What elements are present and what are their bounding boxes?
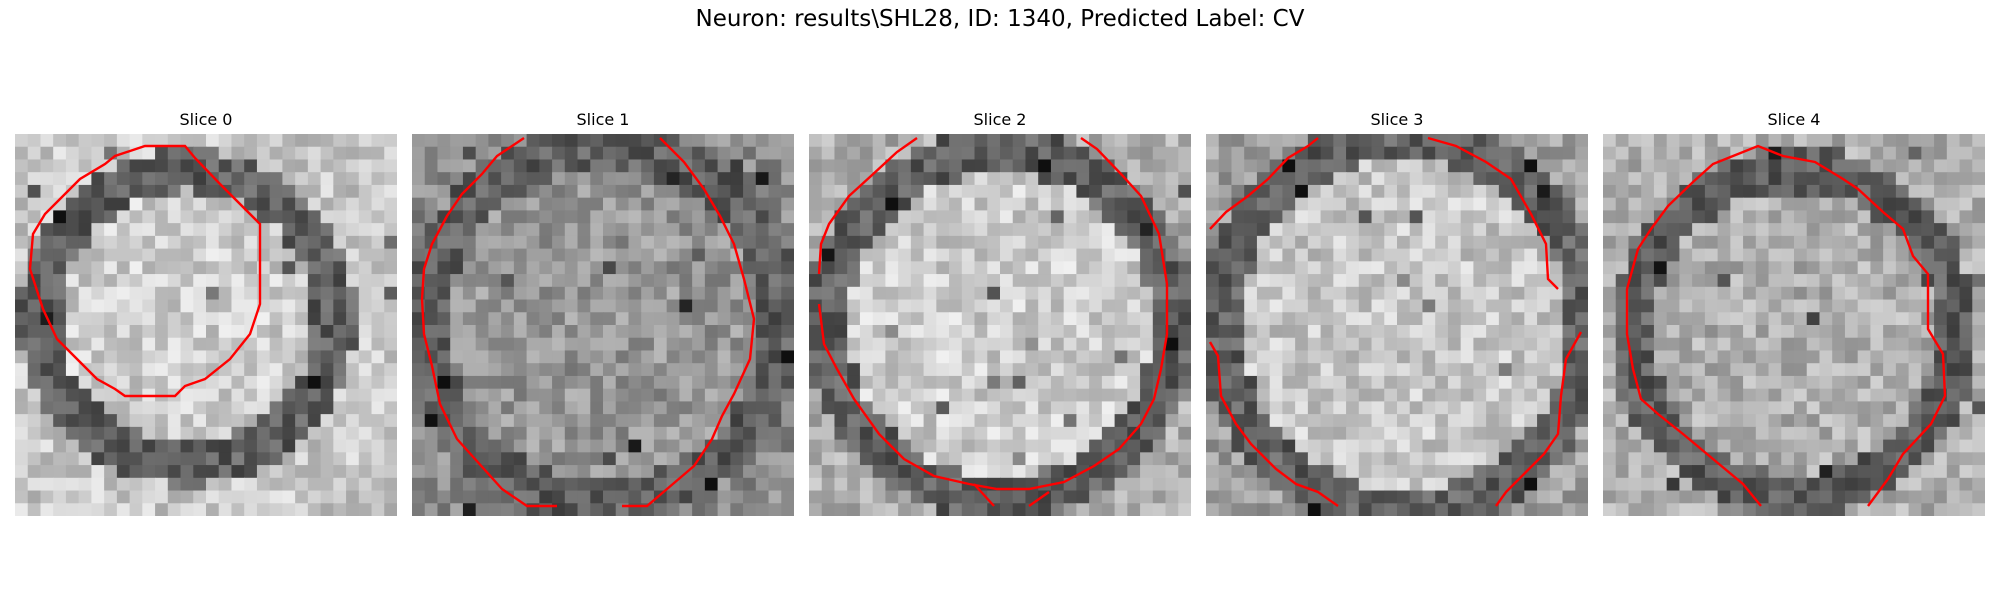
cell-contour [1208, 341, 1339, 507]
cell-contour [1495, 331, 1583, 507]
grayscale-em-image [1206, 134, 1588, 516]
slice-panel-3: Slice 3 [1206, 108, 1588, 516]
slice-panel-1: Slice 1 [412, 108, 794, 516]
cell-contour [28, 144, 262, 398]
cell-contour [817, 137, 1169, 491]
cell-contour [622, 137, 756, 508]
slice-image [1206, 134, 1588, 516]
cell-contour [1427, 136, 1559, 290]
cell-contour [973, 483, 995, 507]
slice-image [1603, 134, 1985, 516]
cell-contour [1028, 491, 1050, 507]
slice-title: Slice 4 [1767, 110, 1821, 129]
figure-title: Neuron: results\SHL28, ID: 1340, Predict… [695, 6, 1305, 32]
slice-panel-2: Slice 2 [809, 108, 1191, 516]
slice-panel-0: Slice 0 [15, 108, 397, 516]
grayscale-em-image [1603, 134, 1985, 516]
grayscale-em-image [809, 134, 1191, 516]
slice-title: Slice 0 [179, 110, 233, 129]
slice-title: Slice 3 [1370, 110, 1424, 129]
slice-title: Slice 1 [576, 110, 630, 129]
slice-image [412, 134, 794, 516]
slice-image [809, 134, 1191, 516]
slice-image [15, 134, 397, 516]
grayscale-em-image [15, 134, 397, 516]
cell-contour [420, 137, 557, 508]
cell-contour [1209, 137, 1319, 230]
grayscale-em-image [412, 134, 794, 516]
cell-contour [1625, 144, 1947, 507]
slice-title: Slice 2 [973, 110, 1027, 129]
slice-panel-4: Slice 4 [1603, 108, 1985, 516]
cell-contour [817, 137, 918, 275]
